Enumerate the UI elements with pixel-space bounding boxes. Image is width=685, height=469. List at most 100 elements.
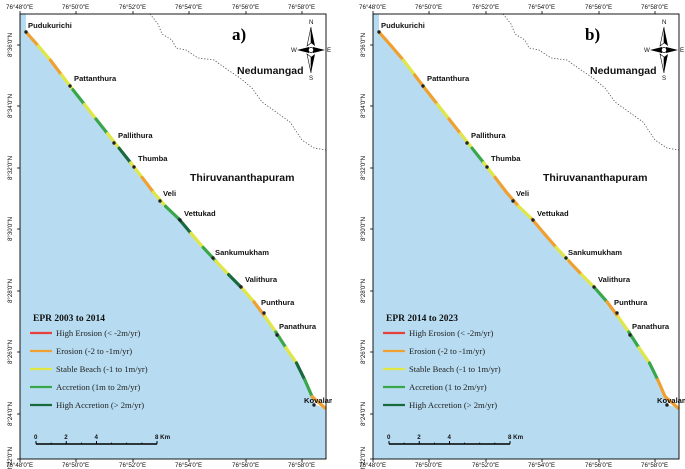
shoreline-segment	[24, 30, 40, 48]
latitude-tick: 8°34'0"N	[360, 94, 367, 118]
longitude-tick-top: 76°48'0"E	[6, 4, 33, 11]
place-label-vettukad: Vettukad	[184, 209, 216, 218]
place-marker	[262, 311, 266, 315]
place-label-pudukurichi: Pudukurichi	[381, 21, 425, 30]
scale-label: 2	[417, 434, 421, 441]
latitude-tick: 8°32'0"N	[7, 156, 14, 180]
latitude-tick: 8°22'0"N	[7, 447, 14, 469]
north-arrow-e: E	[327, 47, 331, 54]
longitude-tick-top: 76°54'0"E	[528, 4, 555, 11]
legend-item-label: Erosion (-2 to -1m/yr)	[56, 346, 132, 356]
place-label-thumba: Thumba	[138, 154, 168, 163]
place-marker	[628, 333, 632, 337]
latitude-tick: 8°26'0"N	[360, 340, 367, 364]
place-marker	[275, 333, 279, 337]
longitude-tick-top: 76°56'0"E	[232, 4, 259, 11]
place-marker	[665, 403, 669, 407]
place-label-sankumukham: Sankumukham	[568, 248, 622, 257]
longitude-tick-top: 76°52'0"E	[119, 4, 146, 11]
shoreline-segment	[105, 131, 121, 150]
place-label-sankumukham: Sankumukham	[215, 248, 269, 257]
longitude-tick-top: 76°58'0"E	[641, 4, 668, 11]
legend-title: EPR 2014 to 2023	[386, 314, 458, 324]
place-marker	[132, 165, 136, 169]
longitude-tick-top: 76°54'0"E	[175, 4, 202, 11]
longitude-tick-top: 76°50'0"E	[62, 4, 89, 11]
shoreline-segment	[140, 175, 156, 194]
longitude-tick-top: 76°48'0"E	[359, 4, 386, 11]
shoreline-segment	[71, 88, 87, 106]
north-arrow-w: W	[291, 47, 297, 54]
place-marker	[211, 256, 215, 260]
shoreline-segment	[567, 259, 584, 277]
shoreline-segment	[117, 146, 133, 165]
latitude-tick: 8°34'0"N	[7, 94, 14, 118]
place-marker	[531, 218, 535, 222]
longitude-tick-bottom: 76°52'0"E	[119, 462, 146, 469]
longitude-tick-bottom: 76°54'0"E	[528, 462, 555, 469]
latitude-tick: 8°24'0"N	[360, 402, 367, 426]
place-marker	[239, 285, 243, 289]
map-svg: Pudukurichi Pattanthura Pallithura Thumba Ve…	[6, 4, 332, 469]
latitude-tick: 8°30'0"N	[7, 217, 14, 241]
place-label-pallithura: Pallithura	[471, 131, 506, 140]
place-marker	[421, 84, 425, 88]
latitude-tick: 8°28'0"N	[360, 279, 367, 303]
shoreline-segment	[151, 190, 168, 208]
shoreline-segment	[458, 131, 474, 150]
north-arrow-icon	[297, 26, 325, 74]
place-marker	[485, 165, 489, 169]
map-panel-a: Pudukurichi Pattanthura Pallithura Thumba Ve…	[0, 0, 332, 469]
legend-item-label: High Accretion (> 2m/yr)	[56, 400, 144, 410]
place-label-panathura: Panathura	[632, 322, 670, 331]
longitude-tick-bottom: 76°48'0"E	[6, 462, 33, 469]
north-arrow-e: E	[680, 47, 684, 54]
shoreline-segment	[377, 30, 393, 48]
legend-item-label: Accretion (1 to 2m/yr)	[409, 382, 487, 392]
place-label-veli: Veli	[516, 189, 529, 198]
shoreline-segment	[263, 315, 278, 334]
shoreline-segment	[647, 361, 660, 382]
place-marker	[312, 403, 316, 407]
shoreline-segment	[656, 378, 667, 399]
longitude-tick-bottom: 76°58'0"E	[641, 462, 668, 469]
district-label-south: Thiruvananthapuram	[543, 172, 647, 184]
place-marker	[377, 30, 381, 34]
longitude-tick-bottom: 76°56'0"E	[585, 462, 612, 469]
shoreline-segment	[637, 346, 652, 365]
shoreline-segment	[470, 146, 486, 165]
place-label-pallithura: Pallithura	[118, 131, 153, 140]
latitude-tick: 8°26'0"N	[7, 340, 14, 364]
shoreline-segment	[310, 395, 327, 410]
shoreline-segment	[580, 273, 597, 290]
latitude-tick: 8°24'0"N	[7, 402, 14, 426]
shoreline-segment	[48, 58, 64, 77]
legend-item-label: Erosion (-2 to -1m/yr)	[409, 346, 485, 356]
shoreline-segment	[504, 190, 521, 208]
shoreline-segment	[189, 231, 205, 250]
shoreline-segment	[240, 286, 256, 304]
shoreline-segment	[36, 44, 52, 62]
place-label-kovalam: Kovalam	[304, 396, 332, 405]
panel-tag: b)	[585, 25, 600, 44]
map-frame	[19, 13, 327, 460]
longitude-tick-top: 76°56'0"E	[585, 4, 612, 11]
district-boundary	[502, 13, 680, 151]
shoreline-segment	[530, 217, 546, 235]
north-arrow-w: W	[644, 47, 650, 54]
map-panel-b: Pudukurichi Pattanthura Pallithura Thumba Ve…	[353, 0, 685, 469]
shoreline-segment	[94, 117, 110, 136]
legend-item-label: High Accretion (> 2m/yr)	[409, 400, 497, 410]
longitude-tick-bottom: 76°48'0"E	[359, 462, 386, 469]
place-marker	[615, 311, 619, 315]
scale-label: 8 Km	[155, 434, 171, 441]
district-label-south: Thiruvananthapuram	[190, 172, 294, 184]
shoreline-segment	[516, 204, 534, 221]
legend-item-label: Stable Beach (-1 to 1m/yr)	[56, 364, 148, 374]
longitude-tick-bottom: 76°54'0"E	[175, 462, 202, 469]
legend-item-label: High Erosion (< -2m/yr)	[409, 328, 493, 338]
longitude-tick-top: 76°52'0"E	[472, 4, 499, 11]
shoreline-segment	[284, 346, 299, 365]
shoreline-segment	[163, 204, 181, 221]
shoreline-segment	[214, 259, 231, 277]
